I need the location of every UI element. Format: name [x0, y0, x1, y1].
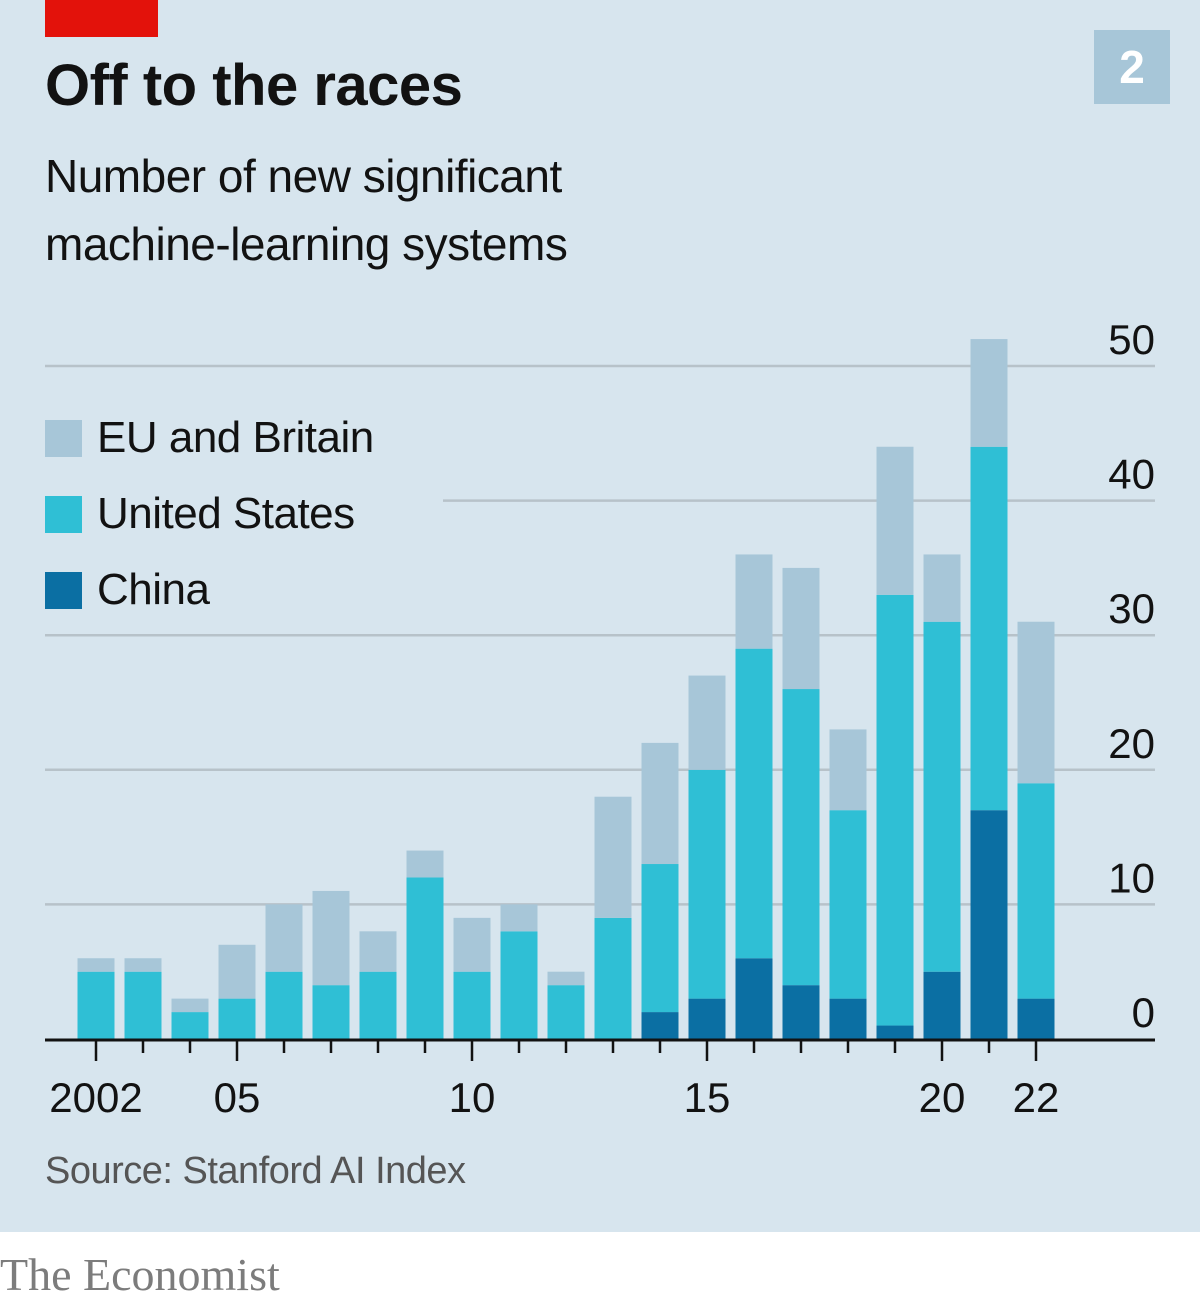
- bar-eu-and-britain-2003: [124, 958, 162, 972]
- bar-eu-and-britain-2007: [312, 890, 350, 986]
- bar-eu-and-britain-2011: [500, 904, 538, 932]
- chart-subtitle: Number of new significant machine-learni…: [45, 150, 568, 270]
- bar-united-states-2005: [218, 998, 256, 1039]
- y-tick-label-50: 50: [1108, 316, 1155, 363]
- bar-eu-and-britain-2021: [970, 339, 1008, 447]
- legend-item-eu-britain: EU and Britain: [45, 400, 374, 476]
- bar-china-2017: [782, 985, 820, 1039]
- bar-united-states-2022: [1017, 783, 1055, 999]
- chart-panel: Off to the races Number of new significa…: [0, 0, 1200, 1232]
- bar-eu-and-britain-2008: [359, 931, 397, 972]
- bar-united-states-2013: [594, 917, 632, 1039]
- x-tick-label-2020: 20: [919, 1074, 966, 1121]
- x-tick-label-2022: 22: [1013, 1074, 1060, 1121]
- bar-eu-and-britain-2020: [923, 554, 961, 622]
- y-tick-label-40: 40: [1108, 451, 1155, 498]
- x-tick-label-2005: 05: [214, 1074, 261, 1121]
- bar-united-states-2006: [265, 971, 303, 1039]
- bar-eu-and-britain-2013: [594, 796, 632, 918]
- x-tick-label-2010: 10: [449, 1074, 496, 1121]
- bar-eu-and-britain-2010: [453, 917, 491, 972]
- bar-china-2016: [735, 958, 773, 1039]
- bar-united-states-2008: [359, 971, 397, 1039]
- chart-title: Off to the races: [45, 53, 463, 118]
- source-note: Source: Stanford AI Index: [45, 1150, 466, 1192]
- bar-united-states-2011: [500, 931, 538, 1039]
- bar-china-2021: [970, 810, 1008, 1039]
- bar-eu-and-britain-2017: [782, 567, 820, 690]
- bar-china-2018: [829, 998, 867, 1039]
- y-tick-label-10: 10: [1108, 854, 1155, 901]
- legend: EU and Britain United States China: [45, 400, 374, 628]
- bar-eu-and-britain-2009: [406, 850, 444, 878]
- bar-united-states-2020: [923, 621, 961, 972]
- y-tick-label-0: 0: [1132, 989, 1155, 1036]
- bar-united-states-2019: [876, 594, 914, 1026]
- bars: [77, 339, 1055, 1039]
- bar-eu-and-britain-2006: [265, 904, 303, 972]
- bar-united-states-2007: [312, 985, 350, 1039]
- bar-eu-and-britain-2014: [641, 742, 679, 865]
- bar-china-2020: [923, 971, 961, 1039]
- legend-swatch-china: [45, 571, 82, 609]
- legend-swatch-eu-britain: [45, 419, 82, 457]
- bar-eu-and-britain-2022: [1017, 621, 1055, 784]
- bar-china-2022: [1017, 998, 1055, 1039]
- y-tick-label-20: 20: [1108, 720, 1155, 767]
- gridlines: [45, 364, 1155, 906]
- bar-china-2019: [876, 1025, 914, 1039]
- legend-label-united-states: United States: [97, 489, 355, 538]
- y-tick-label-30: 30: [1108, 585, 1155, 632]
- bar-united-states-2010: [453, 971, 491, 1039]
- bar-united-states-2012: [547, 985, 585, 1039]
- chart-plot: 0 10 20 30 40 50 2002 05 10 15 20 22: [45, 316, 1155, 1121]
- bar-eu-and-britain-2015: [688, 675, 726, 770]
- legend-swatch-united-states: [45, 495, 82, 533]
- bar-eu-and-britain-2004: [171, 998, 209, 1013]
- x-axis: [45, 1038, 1155, 1061]
- chart-number-badge: 2: [1094, 30, 1170, 104]
- bar-china-2014: [641, 1012, 679, 1039]
- bar-eu-and-britain-2002: [77, 958, 115, 972]
- brand-red-tag: [45, 0, 158, 37]
- bar-eu-and-britain-2005: [218, 944, 256, 999]
- bar-united-states-2004: [171, 1012, 209, 1039]
- bar-united-states-2002: [77, 971, 115, 1039]
- legend-label-eu-britain: EU and Britain: [97, 413, 374, 462]
- bar-united-states-2016: [735, 648, 773, 959]
- bar-united-states-2018: [829, 810, 867, 999]
- axis-labels: 0 10 20 30 40 50 2002 05 10 15 20 22: [49, 316, 1155, 1121]
- bar-eu-and-britain-2012: [547, 971, 585, 986]
- legend-label-china: China: [97, 565, 210, 614]
- bar-eu-and-britain-2016: [735, 554, 773, 649]
- bar-united-states-2017: [782, 689, 820, 986]
- bar-united-states-2015: [688, 769, 726, 999]
- x-tick-label-2002: 2002: [49, 1074, 142, 1121]
- bar-eu-and-britain-2019: [876, 446, 914, 595]
- bar-united-states-2003: [124, 971, 162, 1039]
- legend-item-united-states: United States: [45, 476, 374, 552]
- bar-china-2015: [688, 998, 726, 1039]
- bar-eu-and-britain-2018: [829, 729, 867, 811]
- x-tick-label-2015: 15: [684, 1074, 731, 1121]
- economist-logo-text: The Economist: [0, 1249, 280, 1300]
- bar-united-states-2021: [970, 446, 1008, 811]
- bar-united-states-2009: [406, 877, 444, 1039]
- bar-united-states-2014: [641, 864, 679, 1013]
- legend-item-china: China: [45, 552, 374, 628]
